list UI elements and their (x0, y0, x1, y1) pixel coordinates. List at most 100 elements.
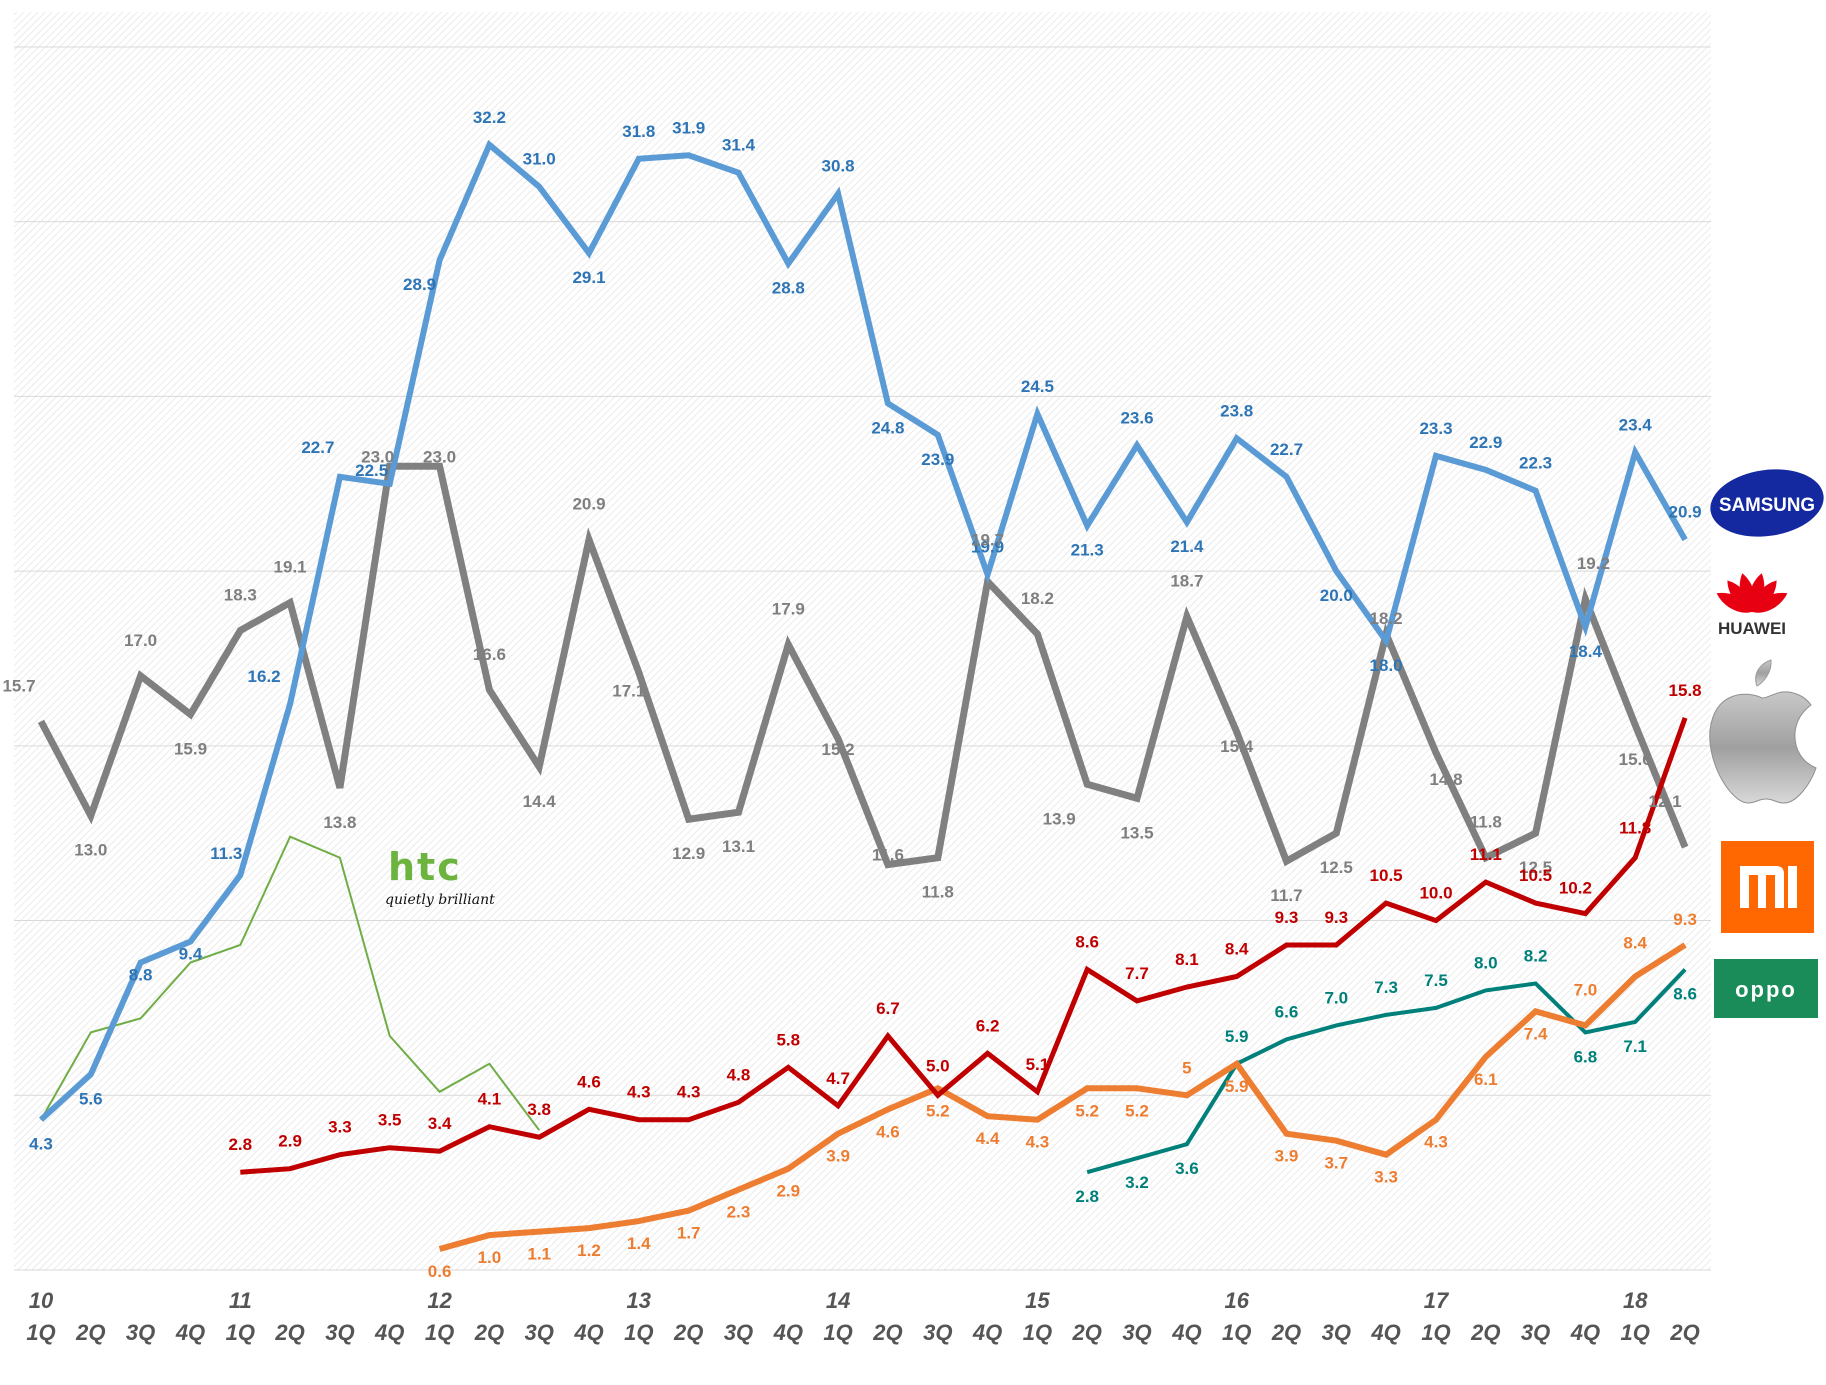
data-label-samsung: 18.0 (1370, 656, 1403, 675)
x-tick-quarter: 1Q (226, 1320, 255, 1345)
data-label-samsung: 8.8 (129, 966, 153, 985)
data-label-apple: 11.6 (872, 846, 904, 865)
htc-logo: htc quietly brilliant (385, 845, 495, 908)
data-label-huawei: 3.4 (428, 1114, 452, 1133)
data-label-apple: 23.0 (361, 447, 394, 466)
data-label-xiaomi: 3.3 (1374, 1168, 1398, 1187)
x-tick-quarter: 4Q (972, 1320, 1002, 1345)
apple-logo (1709, 659, 1817, 804)
x-tick-quarter: 2Q (474, 1320, 504, 1345)
data-label-apple: 15.2 (822, 740, 855, 759)
data-label-apple: 11.8 (1470, 813, 1502, 832)
x-tick-quarter: 3Q (1122, 1320, 1151, 1345)
x-tick-quarter: 3Q (724, 1320, 753, 1345)
data-label-xiaomi: 4.4 (976, 1129, 1000, 1148)
data-label-samsung: 19.9 (971, 538, 1004, 557)
data-label-xiaomi: 4.6 (876, 1122, 900, 1141)
x-tick-year: 16 (1224, 1288, 1249, 1313)
x-tick-quarter: 3Q (325, 1320, 354, 1345)
data-label-samsung: 21.3 (1071, 541, 1104, 560)
data-label-oppo: 3.2 (1125, 1173, 1149, 1192)
data-label-samsung: 29.1 (572, 268, 605, 287)
data-label-oppo: 7.3 (1374, 978, 1398, 997)
data-label-apple: 15.4 (1220, 737, 1254, 756)
data-label-huawei: 10.5 (1370, 866, 1403, 885)
data-label-xiaomi: 7.4 (1524, 1024, 1548, 1043)
samsung-logo-text: SAMSUNG (1719, 495, 1815, 516)
data-label-apple: 19.2 (1577, 554, 1610, 573)
data-label-huawei: 5.8 (776, 1030, 800, 1049)
x-tick-quarter: 2Q (1669, 1320, 1699, 1345)
data-label-samsung: 22.5 (355, 461, 388, 480)
data-label-huawei: 2.8 (228, 1135, 252, 1154)
data-label-xiaomi: 0.6 (428, 1262, 452, 1281)
x-tick-year: 11 (229, 1288, 252, 1313)
huawei-petal (1752, 592, 1788, 613)
data-label-oppo: 6.8 (1574, 1047, 1598, 1066)
data-label-samsung: 20.0 (1320, 586, 1353, 605)
data-label-huawei: 9.3 (1275, 908, 1299, 927)
data-label-xiaomi: 9.3 (1673, 910, 1697, 929)
data-label-samsung: 9.4 (179, 945, 203, 964)
data-label-samsung: 23.6 (1120, 408, 1153, 427)
data-label-apple: 12.5 (1320, 858, 1353, 877)
data-label-huawei: 2.9 (278, 1132, 302, 1151)
data-label-xiaomi: 5.9 (1225, 1077, 1249, 1096)
data-label-samsung: 21.4 (1170, 537, 1204, 556)
data-label-xiaomi: 3.7 (1324, 1154, 1348, 1173)
oppo-logo-text: oppo (1735, 977, 1797, 1002)
x-tick-quarter: 4Q (374, 1320, 404, 1345)
data-label-apple: 13.8 (323, 813, 356, 832)
data-label-huawei: 11.1 (1470, 845, 1502, 864)
data-label-oppo: 8.6 (1673, 985, 1697, 1004)
data-label-huawei: 10.2 (1559, 879, 1592, 898)
x-tick-year: 15 (1025, 1288, 1050, 1313)
x-tick-quarter: 2Q (673, 1320, 703, 1345)
data-label-apple: 18.3 (224, 586, 257, 605)
data-label-apple: 20.9 (572, 495, 605, 514)
data-label-apple: 17.1 (612, 681, 645, 700)
huawei-petals (1716, 573, 1788, 613)
data-label-samsung: 30.8 (822, 157, 855, 176)
data-label-oppo: 8.0 (1474, 953, 1498, 972)
data-label-huawei: 15.8 (1669, 681, 1702, 700)
data-label-samsung: 31.8 (622, 122, 655, 141)
huawei-petal (1749, 573, 1765, 612)
data-label-apple: 11.7 (1270, 886, 1302, 905)
x-tick-year: 14 (826, 1288, 850, 1313)
x-tick-year: 12 (427, 1288, 452, 1313)
x-tick-quarter: 3Q (525, 1320, 554, 1345)
data-label-huawei: 6.2 (976, 1016, 1000, 1035)
gridlines (14, 46, 1711, 1271)
oppo-logo: oppo (1714, 959, 1818, 1018)
data-label-huawei: 11.8 (1619, 819, 1651, 838)
data-label-samsung: 23.3 (1419, 419, 1452, 438)
huawei-logo-text: HUAWEI (1718, 619, 1786, 638)
x-tick-quarter: 2Q (872, 1320, 902, 1345)
x-tick-year: 18 (1623, 1288, 1648, 1313)
data-label-samsung: 31.9 (672, 118, 705, 137)
data-label-huawei: 8.4 (1225, 940, 1249, 959)
x-tick-quarter: 3Q (1521, 1320, 1550, 1345)
data-label-oppo: 7.1 (1623, 1037, 1647, 1056)
data-label-samsung: 22.9 (1469, 433, 1502, 452)
data-label-huawei: 4.3 (627, 1083, 651, 1102)
data-label-huawei: 10.5 (1519, 866, 1552, 885)
data-label-samsung: 23.9 (921, 450, 954, 469)
data-label-samsung: 4.3 (29, 1135, 53, 1154)
data-label-xiaomi: 3.9 (1275, 1147, 1299, 1166)
data-label-xiaomi: 1.1 (527, 1245, 551, 1264)
huawei-logo: HUAWEI (1716, 573, 1788, 638)
data-label-samsung: 20.9 (1669, 503, 1702, 522)
data-label-apple: 12.9 (672, 844, 705, 863)
data-label-apple: 13.0 (74, 841, 107, 860)
data-label-samsung: 11.3 (210, 844, 242, 863)
x-tick-quarter: 1Q (1023, 1320, 1052, 1345)
x-tick-quarter: 1Q (1421, 1320, 1450, 1345)
data-label-samsung: 28.9 (403, 275, 436, 294)
x-tick-quarter: 1Q (823, 1320, 852, 1345)
data-label-huawei: 7.7 (1125, 964, 1149, 983)
x-tick-quarter: 4Q (1171, 1320, 1201, 1345)
data-label-apple: 17.9 (772, 600, 805, 619)
data-labels: 4.3 5.6 8.8 9.4 11.3 16.2 22.7 22.5 28.9 32.2 31.0… (2, 108, 1701, 1281)
